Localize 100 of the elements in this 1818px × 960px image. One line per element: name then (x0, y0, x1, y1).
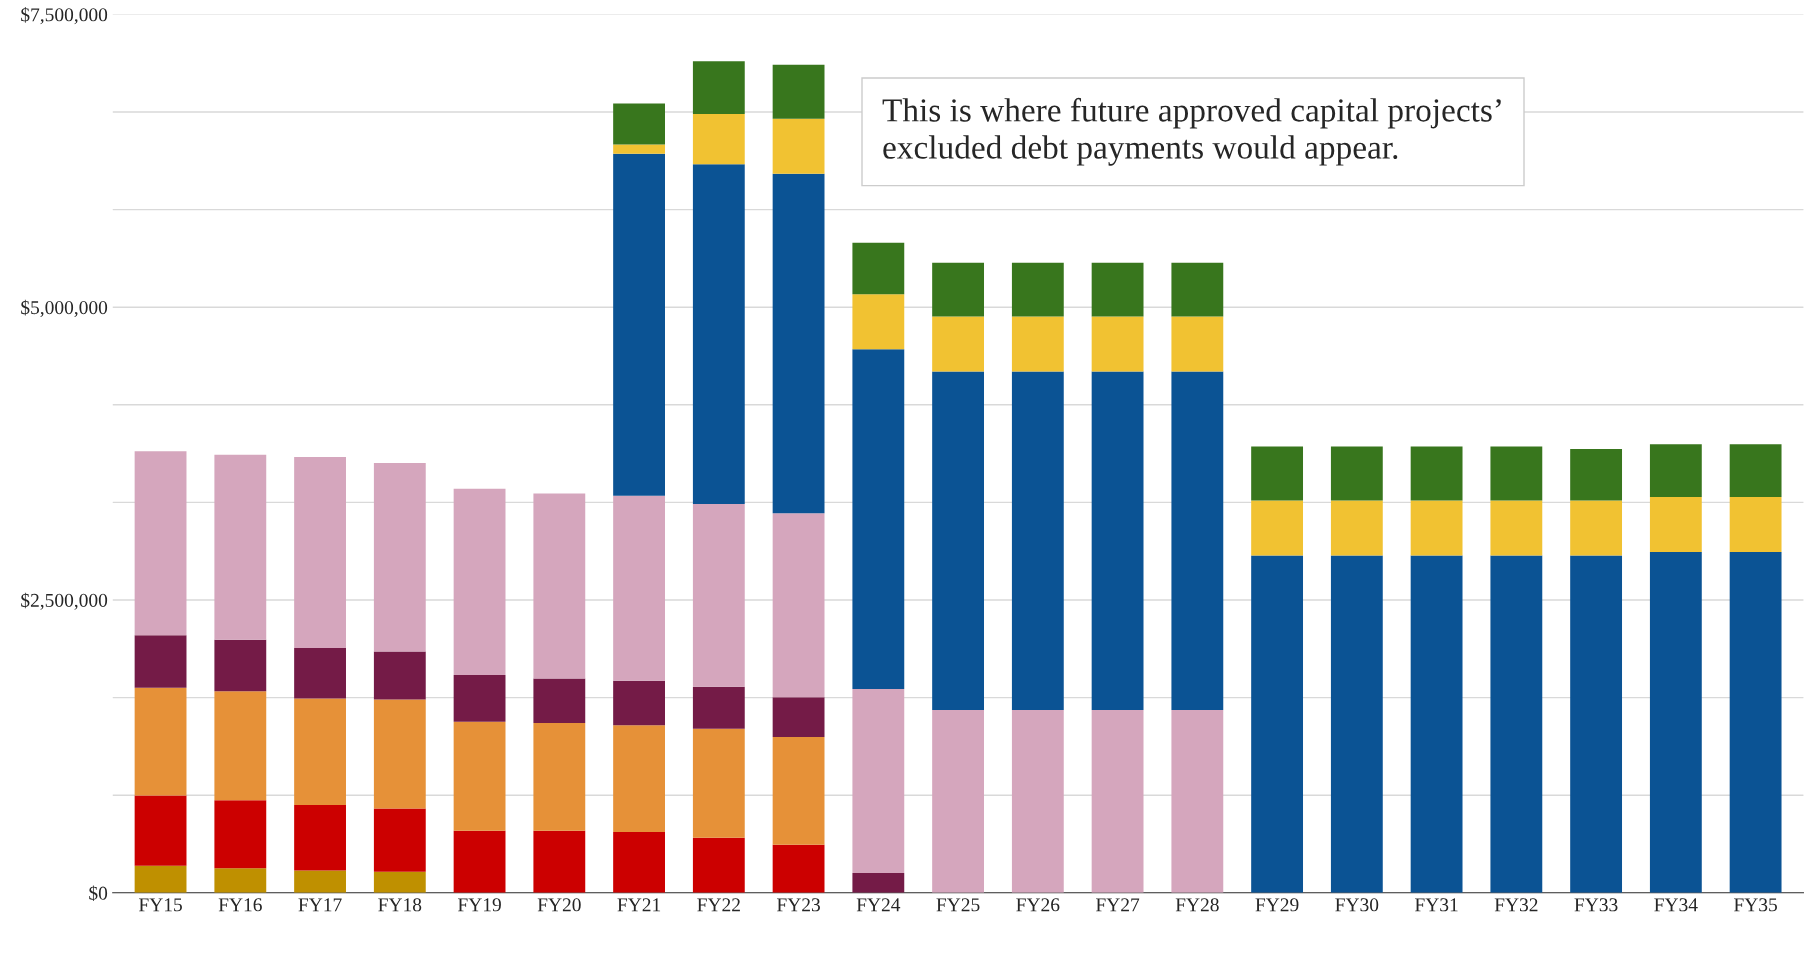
x-tick-label: FY19 (457, 898, 501, 912)
bar (1171, 710, 1224, 893)
x-tick-label: FY15 (138, 898, 182, 912)
bar (1490, 446, 1543, 501)
x-tick-label: FY30 (1335, 898, 1379, 912)
bar (613, 144, 665, 154)
bar (533, 830, 586, 893)
bar (134, 635, 187, 688)
bar (1410, 555, 1463, 893)
bar (453, 488, 506, 675)
bar (134, 865, 187, 893)
bar (214, 868, 267, 893)
bar (294, 648, 346, 699)
bar (932, 710, 985, 893)
bar (692, 837, 745, 893)
bar (1330, 446, 1383, 501)
bar (1011, 371, 1064, 711)
bar (453, 830, 506, 893)
bar (533, 493, 586, 679)
x-tick-label: FY34 (1654, 898, 1698, 912)
bar (1091, 262, 1144, 317)
bar (533, 678, 586, 723)
bar (1171, 262, 1224, 317)
bar (134, 451, 187, 636)
bar (1490, 555, 1543, 893)
bar (1251, 446, 1304, 501)
x-tick-label: FY21 (617, 898, 661, 912)
bar (613, 680, 665, 726)
bar (1490, 500, 1543, 556)
x-tick-label: FY33 (1574, 898, 1618, 912)
bar (1330, 500, 1383, 556)
bar (1251, 555, 1304, 893)
y-tick-label: $7,500,000 (21, 7, 108, 25)
bar (852, 349, 905, 690)
bar (134, 795, 187, 866)
bar (1729, 444, 1782, 497)
x-tick-label: FY18 (378, 898, 422, 912)
y-tick-label: $5,000,000 (21, 299, 108, 317)
bar (852, 242, 905, 295)
bar (772, 173, 825, 514)
bar (294, 457, 346, 649)
bar (852, 872, 905, 893)
bar (294, 698, 346, 805)
bar (214, 800, 267, 869)
bar (1570, 500, 1623, 556)
bar (772, 64, 825, 119)
bar (134, 687, 187, 796)
bar (1649, 551, 1702, 893)
bar (852, 294, 905, 350)
x-tick-label: FY28 (1175, 898, 1219, 912)
bar (613, 153, 665, 496)
bar (214, 639, 267, 692)
bar (1251, 500, 1304, 556)
bar (772, 844, 825, 893)
bar (373, 699, 426, 809)
x-tick-label: FY24 (856, 898, 901, 912)
bar (613, 495, 665, 681)
bar (1570, 555, 1623, 893)
bar (613, 103, 665, 145)
bar (1570, 448, 1623, 501)
bar (214, 691, 267, 801)
bar (692, 728, 745, 838)
bar (932, 262, 985, 317)
bar (1011, 262, 1064, 317)
x-tick-label: FY17 (298, 898, 342, 912)
x-tick-label: FY23 (776, 898, 820, 912)
bar (852, 689, 905, 873)
x-tick-label: FY20 (537, 898, 581, 912)
bar (1011, 710, 1064, 893)
bar (1649, 444, 1702, 497)
bar (613, 725, 665, 832)
bar (1091, 710, 1144, 893)
bar (294, 870, 346, 893)
x-tick-label: FY16 (218, 898, 262, 912)
bar (453, 674, 506, 722)
x-tick-label: FY29 (1255, 898, 1299, 912)
bar (1091, 371, 1144, 711)
x-tick-label: FY25 (936, 898, 980, 912)
x-tick-label: FY26 (1016, 898, 1060, 912)
x-tick-label: FY35 (1734, 898, 1777, 912)
bar (772, 118, 825, 174)
x-tick-label: FY31 (1415, 898, 1458, 912)
y-tick-label: $2,500,000 (21, 592, 108, 610)
bar (692, 61, 745, 114)
bar (453, 721, 506, 831)
bar (373, 808, 426, 872)
bar (373, 871, 426, 893)
bar (772, 737, 825, 845)
bar (533, 722, 586, 831)
bar (1091, 316, 1144, 372)
bar (613, 831, 665, 893)
bar (772, 513, 825, 698)
bar (373, 651, 426, 700)
bar (932, 316, 985, 372)
bar (294, 804, 346, 871)
bar (692, 164, 745, 504)
bar (1011, 316, 1064, 372)
bar (214, 454, 267, 640)
bar (772, 697, 825, 738)
bar (1171, 316, 1224, 372)
